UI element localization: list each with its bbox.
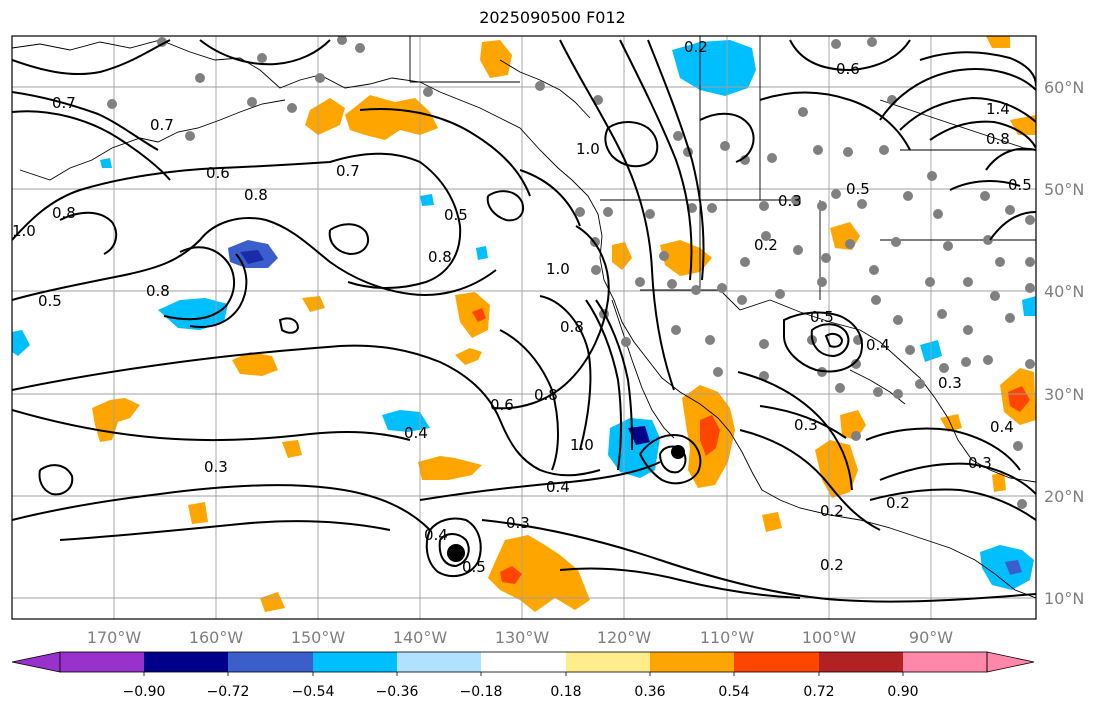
colorbar-tick-label: −0.18	[460, 684, 503, 700]
contour-label: 0.6	[206, 164, 230, 182]
contour-label: 0.2	[754, 236, 778, 254]
contour-label: 0.2	[820, 502, 844, 520]
colorbar-segment	[60, 652, 144, 672]
map-frame	[11, 35, 1037, 620]
contour-label: 0.4	[990, 418, 1014, 436]
contour-label: 0.8	[986, 130, 1010, 148]
lon-label: 150°W	[291, 628, 346, 647]
colorbar-segment	[903, 652, 987, 672]
lon-label: 140°W	[393, 628, 448, 647]
lon-label: 120°W	[597, 628, 652, 647]
contour-label: 0.3	[506, 514, 530, 532]
contour-label-layer: 0.7 0.7 0.6 0.8 0.8 1.0 0.5 0.8 0.7 0.5 …	[12, 38, 1032, 576]
contour-label: 0.2	[886, 494, 910, 512]
contour-label: 1.0	[570, 436, 594, 454]
colorbar-extend-high	[986, 651, 1035, 673]
contour-label: 0.4	[404, 424, 428, 442]
lat-label: 60°N	[1044, 78, 1084, 97]
contour-label: 0.8	[428, 248, 452, 266]
lat-label: 20°N	[1044, 487, 1084, 506]
colorbar-tick-label: 0.18	[550, 684, 581, 700]
contour-label: 1.0	[12, 222, 36, 240]
lon-label: 160°W	[189, 628, 244, 647]
contour-label: 0.5	[1008, 176, 1032, 194]
contour-label: 0.2	[684, 38, 708, 56]
contour-label: 0.3	[968, 454, 992, 472]
lon-label: 170°W	[87, 628, 142, 647]
contour-label: 0.8	[244, 186, 268, 204]
contour-lines	[12, 39, 1036, 603]
colorbar-segment	[481, 652, 566, 672]
contour-label: 0.6	[490, 396, 514, 414]
contour-label: 0.5	[846, 180, 870, 198]
colorbar-segment	[313, 652, 397, 672]
contour-label: 0.3	[794, 416, 818, 434]
contour-label: 0.6	[836, 60, 860, 78]
contour-label: 0.7	[52, 94, 76, 112]
lat-label: 40°N	[1044, 282, 1084, 301]
colorbar-tick-label: 0.36	[634, 684, 665, 700]
colorbar-tick-label: 0.54	[718, 684, 749, 700]
contour-label: 0.5	[38, 292, 62, 310]
lat-label: 10°N	[1044, 589, 1084, 608]
contour-label: 0.4	[424, 526, 448, 544]
station-markers	[107, 36, 1035, 509]
colorbar-segment	[819, 652, 903, 672]
lon-label: 100°W	[802, 628, 857, 647]
colorbar-tick-label: 0.90	[887, 684, 918, 700]
contour-label: 0.3	[204, 458, 228, 476]
page-title: 2025090500 F012	[479, 8, 626, 27]
colorbar-segment	[144, 652, 228, 672]
colorbar-frame	[59, 651, 988, 673]
contour-label: 0.3	[938, 374, 962, 392]
contour-label: 1.4	[986, 100, 1010, 118]
colorbar-tick-label: −0.90	[123, 684, 166, 700]
colorbar-segment	[734, 652, 819, 672]
contour-label: 0.8	[52, 204, 76, 222]
colorbar-segment	[566, 652, 650, 672]
lon-label: 130°W	[495, 628, 550, 647]
contour-label: 0.8	[534, 386, 558, 404]
colorbar-tick-label: 0.72	[803, 684, 834, 700]
contour-label: 0.7	[150, 116, 174, 134]
colorbar-extend-low	[11, 651, 61, 673]
contour-label: 0.3	[778, 192, 802, 210]
colorbar-tick-label: −0.36	[376, 684, 419, 700]
contour-label: 0.7	[336, 162, 360, 180]
shading-layer	[12, 36, 1036, 612]
colorbar-segment	[228, 652, 313, 672]
contour-label: 0.4	[866, 336, 890, 354]
contour-label: 0.8	[560, 318, 584, 336]
center-markers	[447, 445, 685, 562]
colorbar-segment	[397, 652, 481, 672]
contour-label: 0.2	[820, 556, 844, 574]
lon-label: 110°W	[700, 628, 755, 647]
contour-label: 0.5	[462, 558, 486, 576]
map-panel: 0.7 0.7 0.6 0.8 0.8 1.0 0.5 0.8 0.7 0.5 …	[11, 35, 1037, 620]
contour-label: 1.0	[576, 140, 600, 158]
contour-label: 1.0	[546, 260, 570, 278]
contour-label: 0.5	[810, 308, 834, 326]
lon-label: 90°W	[909, 628, 953, 647]
colorbar-tick-label: −0.54	[292, 684, 335, 700]
longitude-labels: 170°W 160°W 150°W 140°W 130°W 120°W 110°…	[87, 628, 953, 647]
latitude-labels: 60°N 50°N 40°N 30°N 20°N 10°N	[1044, 78, 1084, 608]
contour-label: 0.4	[546, 478, 570, 496]
colorbar-segment	[650, 652, 734, 672]
colorbar: −0.90 −0.72 −0.54 −0.36 −0.18 0.18 0.36 …	[11, 651, 1035, 700]
colorbar-tick-label: −0.72	[207, 684, 250, 700]
graticule	[12, 36, 1036, 619]
lat-label: 50°N	[1044, 180, 1084, 199]
contour-label: 0.5	[444, 206, 468, 224]
lat-label: 30°N	[1044, 385, 1084, 404]
contour-label: 0.8	[146, 282, 170, 300]
